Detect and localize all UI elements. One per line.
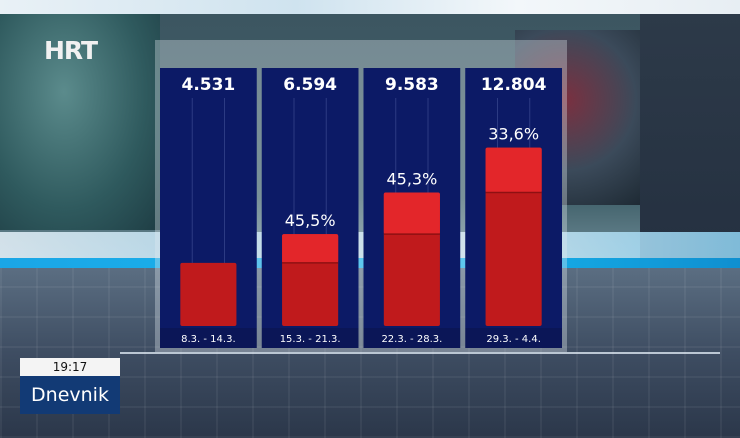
studio-top-light	[0, 0, 740, 14]
studio-left-screen	[0, 0, 160, 230]
studio-floor-line	[120, 352, 720, 354]
category-label-strip	[261, 328, 359, 348]
value-label: 6.594	[283, 75, 337, 95]
value-label: 12.804	[481, 75, 547, 95]
growth-label: 33,6%	[488, 125, 539, 144]
category-label: 29.3. - 4.4.	[486, 334, 541, 345]
growth-label: 45,5%	[285, 211, 336, 230]
category-label: 22.3. - 28.3.	[381, 334, 442, 345]
value-label: 4.531	[181, 75, 235, 95]
category-label-strip	[363, 328, 461, 348]
bar-growth-segment	[383, 192, 440, 235]
show-name: Dnevnik	[20, 376, 120, 414]
category-label-strip	[160, 328, 257, 348]
bar-growth-segment	[485, 147, 542, 193]
chart-svg: 8.3. - 14.3. 4.531 15.3. - 21.3. 6.594 45,5%…	[160, 68, 562, 348]
clock-display: 19:17	[20, 358, 120, 377]
growth-label: 45,3%	[386, 169, 437, 188]
category-label-strip	[465, 328, 562, 348]
bar-chart: 8.3. - 14.3. 4.531 15.3. - 21.3. 6.594 45,5%…	[155, 40, 567, 352]
category-label: 8.3. - 14.3.	[181, 334, 236, 345]
value-label: 9.583	[385, 75, 439, 95]
bar	[180, 262, 237, 326]
hrt-logo: HRT	[44, 36, 98, 65]
bar-growth-segment	[282, 234, 339, 263]
show-ticker: 19:17 Dnevnik	[20, 358, 120, 414]
studio-right-wall	[640, 10, 740, 270]
category-label: 15.3. - 21.3.	[280, 334, 341, 345]
